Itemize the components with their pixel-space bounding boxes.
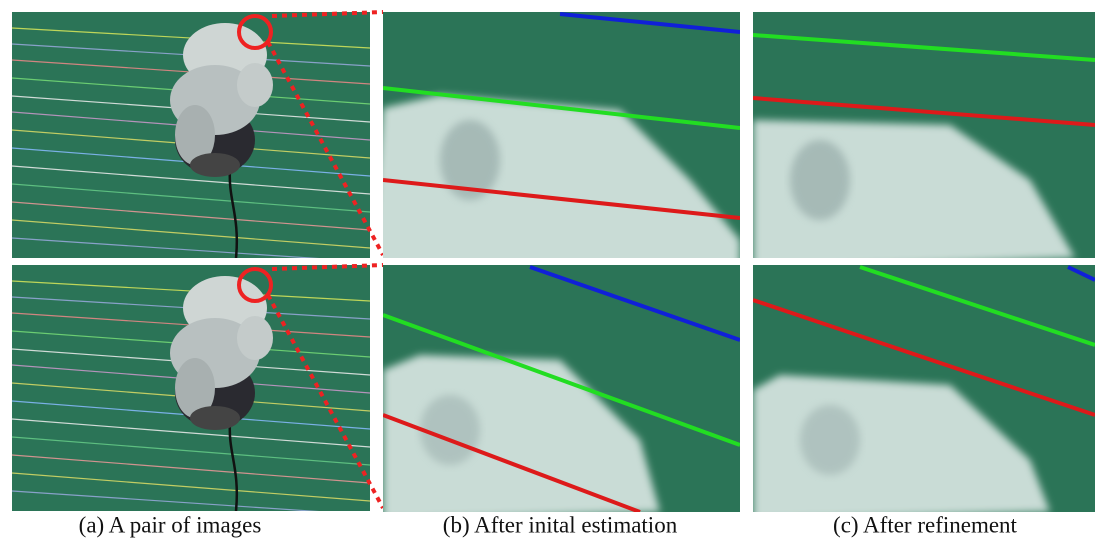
figure: (a) A pair of images (b) After inital es…: [0, 0, 1097, 541]
caption: (c) After refinement: [833, 512, 1018, 537]
page: {"figure": {"captions": ["(a) A pair of …: [0, 0, 1097, 541]
caption: (a) A pair of images: [79, 512, 262, 537]
caption: (b) After inital estimation: [443, 512, 678, 537]
